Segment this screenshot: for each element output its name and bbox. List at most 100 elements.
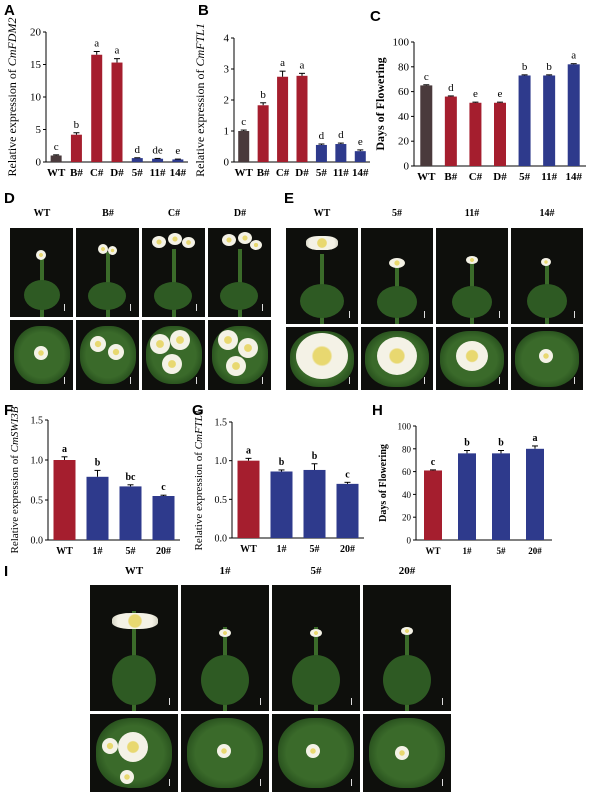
y-tick-label: 0.0 (215, 534, 228, 545)
plant-photo (511, 228, 583, 324)
photo-label-d-1: B# (102, 208, 114, 219)
bar (420, 85, 433, 166)
y-tick-label: 20 (402, 513, 412, 523)
significance-letter: b (74, 119, 80, 131)
panel-letter-g: G (192, 402, 204, 419)
panel-letter-a: A (4, 2, 15, 19)
significance-letter: d (135, 144, 141, 156)
panel-letter-i: I (4, 563, 9, 580)
y-tick-label: 100 (398, 422, 412, 432)
x-tick-label: WT (417, 171, 436, 183)
y-tick-label: 10 (30, 92, 42, 104)
significance-letter: e (498, 88, 503, 100)
significance-letter: c (345, 469, 350, 480)
y-tick-label: 80 (398, 61, 410, 73)
x-tick-label: 20# (340, 544, 355, 555)
x-tick-label: 11# (541, 171, 557, 183)
significance-letter: a (280, 57, 285, 69)
panel-letter-e: E (284, 190, 295, 207)
x-tick-label: 14# (352, 167, 369, 179)
bar (70, 134, 82, 162)
bar (277, 76, 289, 162)
bar (257, 105, 269, 162)
x-tick-label: WT (235, 167, 254, 179)
x-tick-label: C# (469, 171, 483, 183)
chart-f: 0.0 0.5 1.0 1.5 Relative expression of CmSWI… (9, 406, 180, 557)
significance-letter: a (246, 445, 251, 456)
photo-label-e-1: 5# (392, 208, 402, 219)
chart-b: 0 1 2 3 4 Relative expression of CmFTL1 c WT b B#… (193, 23, 370, 179)
x-tick-label: 1# (277, 544, 287, 555)
plant-photo (208, 228, 271, 317)
significance-letter: b (260, 89, 266, 101)
y-tick-label: 3 (224, 64, 230, 76)
plant-photo (76, 228, 139, 317)
y-tick-label: 0 (36, 157, 42, 169)
photo-grid-e-bottom (286, 327, 583, 390)
x-tick-label: 1# (463, 546, 473, 556)
bar (444, 96, 457, 166)
photo-grid-e-top (286, 228, 583, 324)
photo-label-e-2: 11# (464, 208, 480, 219)
significance-letter: b (312, 451, 318, 462)
x-tick-label: C# (276, 167, 290, 179)
bar (237, 460, 260, 538)
plant-photo (272, 714, 360, 792)
plant-photo (181, 585, 269, 711)
y-tick-label: 0 (404, 161, 410, 173)
photo-grid-i-bottom (90, 714, 451, 792)
photo-label-i-3: 20# (398, 565, 416, 577)
y-axis-label-gene: CmFDM2 (5, 18, 19, 67)
bar (270, 471, 293, 538)
y-tick-label: 2 (224, 95, 230, 107)
y-tick-label: 80 (402, 444, 412, 454)
significance-letter: b (522, 61, 528, 73)
significance-letter: d (448, 82, 454, 94)
significance-letter: d (338, 129, 344, 141)
bar (315, 144, 327, 162)
chart-a: 0 5 10 15 20 Relative expression of CmFDM2 c WT… (5, 18, 188, 179)
y-axis-label: Relative expression of CmFTL1 (193, 23, 207, 177)
significance-letter: b (498, 438, 504, 449)
x-tick-label: 14# (170, 167, 187, 179)
photo-label-d-0: WT (33, 208, 51, 219)
bar (567, 64, 580, 166)
plant-photo (90, 585, 178, 711)
y-axis-label-gene: CmFTL1 (193, 23, 207, 66)
y-tick-label: 15 (30, 59, 42, 71)
significance-letter: b (95, 457, 101, 468)
bar (518, 75, 531, 166)
y-tick-label: 40 (402, 490, 412, 500)
plant-photo (361, 228, 433, 324)
bar (303, 469, 326, 538)
x-tick-label: 14# (565, 171, 582, 183)
x-tick-label: C# (90, 167, 104, 179)
bar (492, 453, 510, 540)
x-tick-label: 20# (156, 546, 171, 557)
x-tick-label: 5# (316, 167, 328, 179)
x-tick-label: B# (257, 167, 270, 179)
x-tick-label: D# (110, 167, 124, 179)
bar (111, 62, 123, 162)
bar (336, 483, 359, 538)
panel-d-photos: WT B# C# D# (10, 208, 272, 394)
plant-photo (436, 228, 508, 324)
significance-letter: e (473, 88, 478, 100)
bar (494, 102, 506, 166)
y-tick-label: 0 (224, 157, 230, 169)
bar (119, 486, 142, 540)
y-axis-label: Relative expression of CmSWI3B (9, 406, 21, 553)
plant-photo (363, 585, 451, 711)
plant-photo (10, 320, 73, 390)
bar (335, 144, 347, 162)
x-tick-label: 20# (528, 546, 542, 556)
significance-letter: bc (126, 472, 137, 483)
x-tick-label: 5# (519, 171, 531, 183)
bar (296, 75, 308, 162)
plant-photo (76, 320, 139, 390)
panel-letter-d: D (4, 190, 15, 207)
photo-label-d-3: D# (233, 208, 247, 219)
plant-photo (208, 320, 271, 390)
y-tick-label: 4 (224, 33, 230, 45)
x-tick-label: B# (444, 171, 457, 183)
